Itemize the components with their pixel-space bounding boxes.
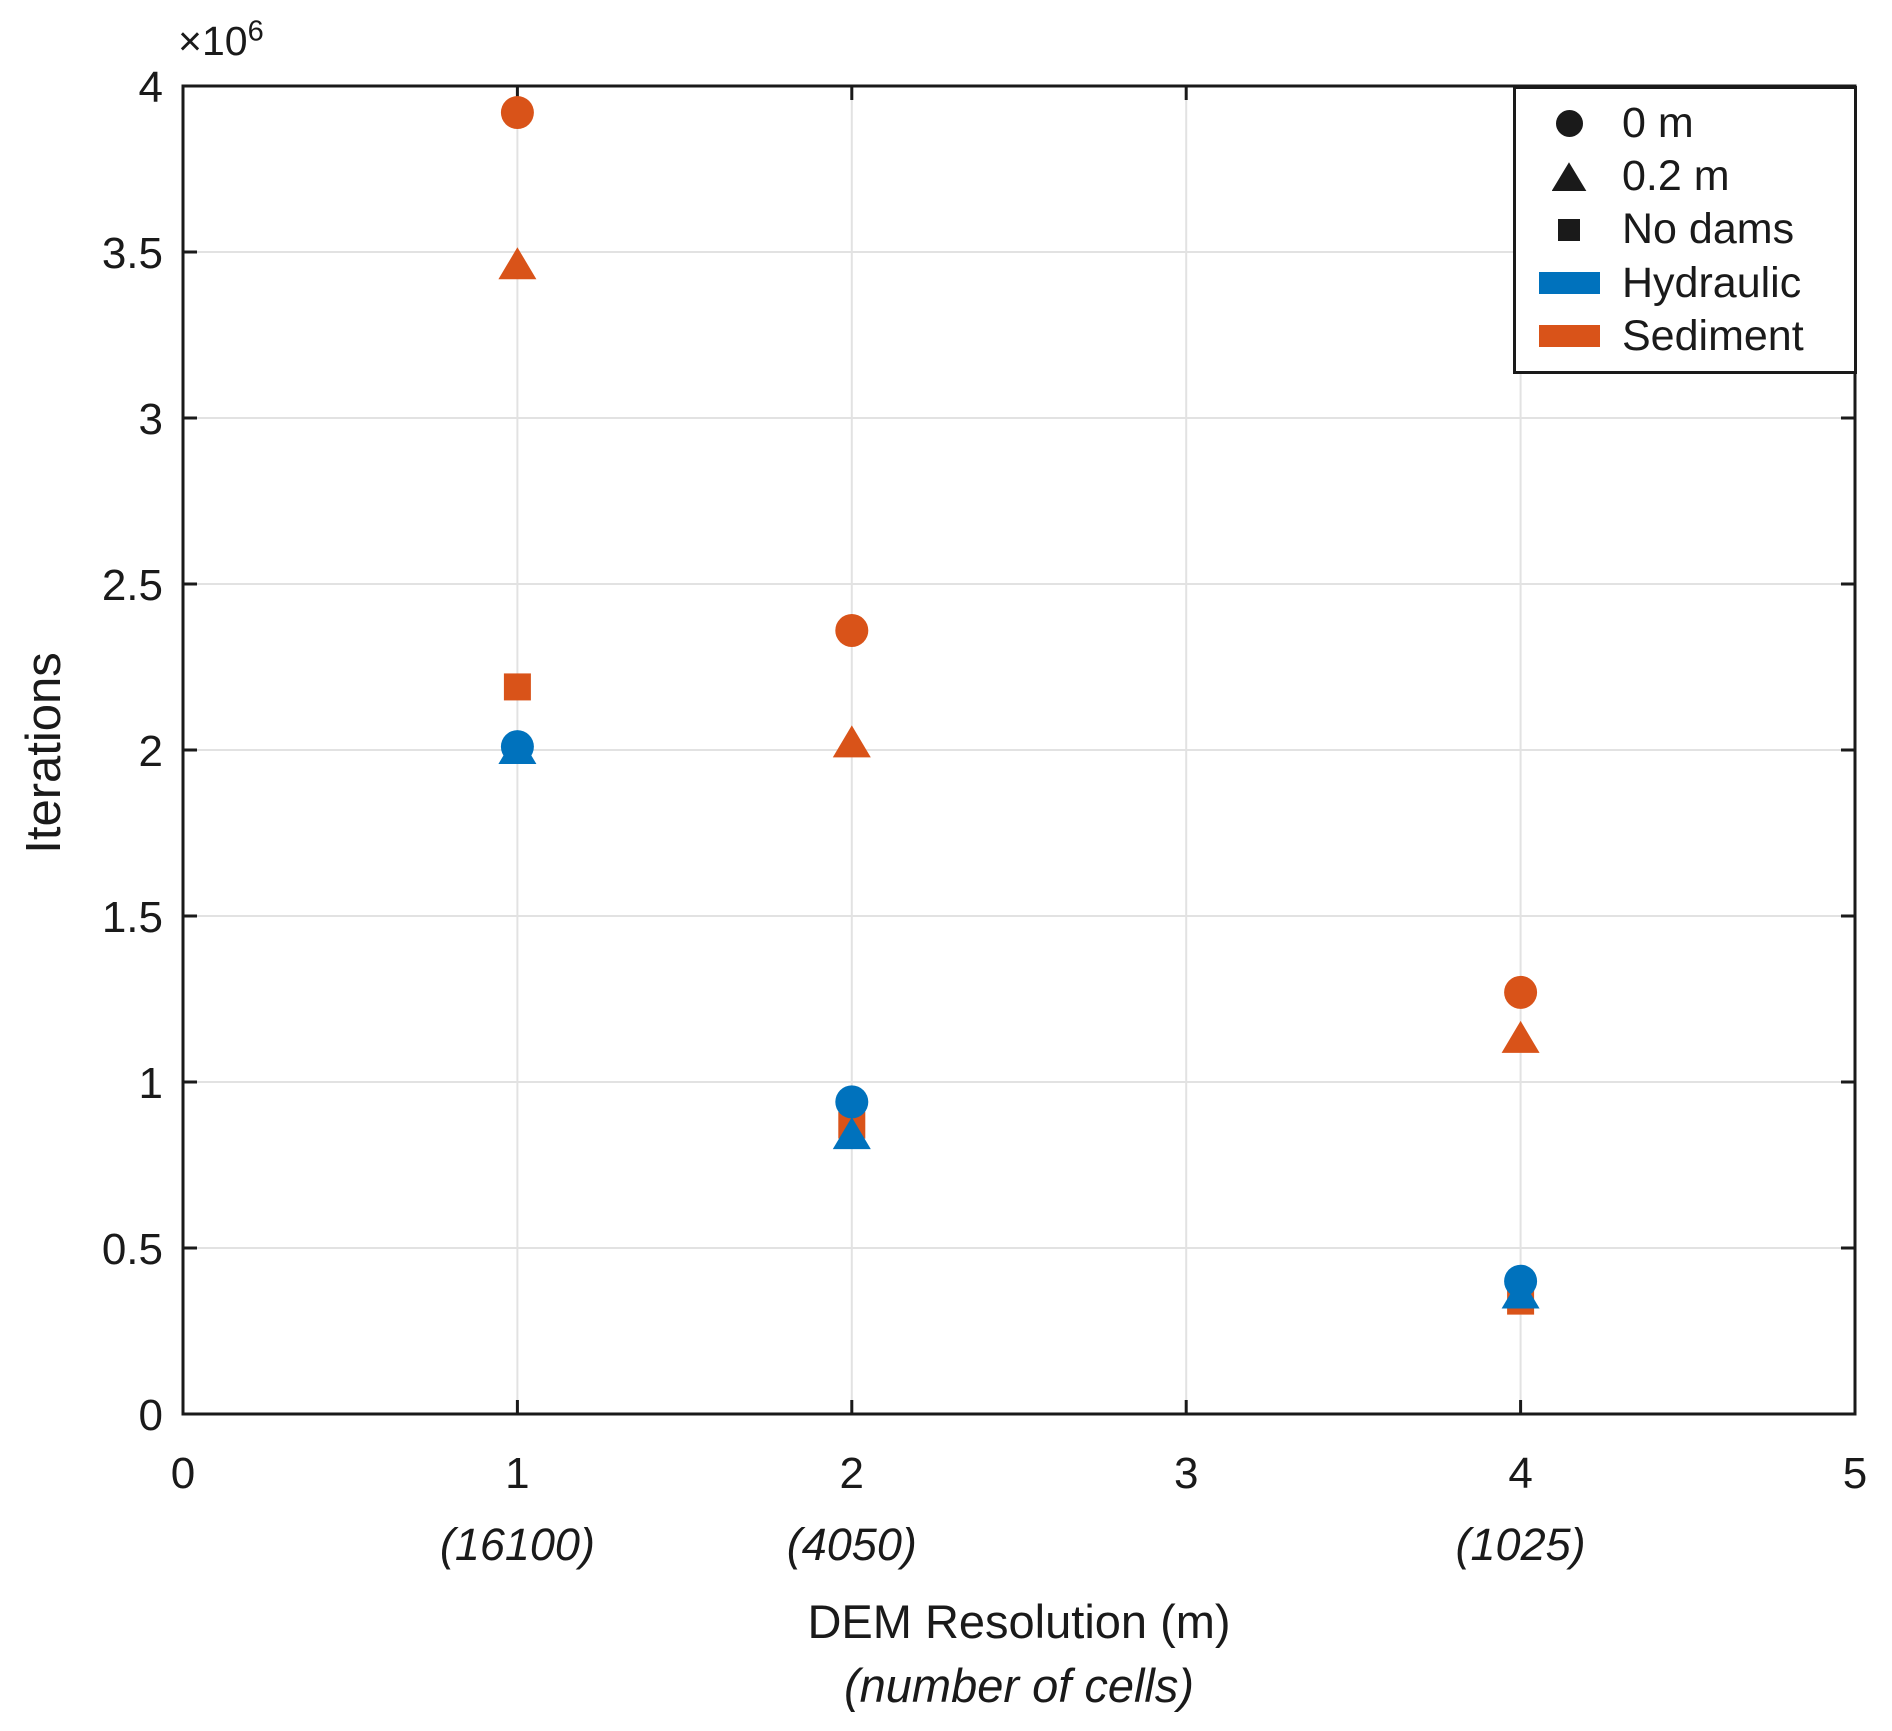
- y-axis-exponent-power: 6: [247, 15, 264, 48]
- x-cell-count-label: (16100): [440, 1519, 595, 1570]
- square-marker-icon: [1558, 218, 1580, 241]
- data-point-sediment-triangle: [498, 247, 537, 280]
- x-cell-count-label: (1025): [1456, 1519, 1586, 1570]
- y-tick-label: 4: [139, 63, 163, 112]
- y-tick-label: 2.5: [102, 561, 163, 610]
- data-point-hydraulic-circle: [1504, 1264, 1538, 1298]
- data-point-sediment-circle: [1504, 975, 1538, 1009]
- x-tick-label: 1: [505, 1449, 529, 1498]
- x-tick-label: 3: [1174, 1449, 1198, 1498]
- legend-label: Hydraulic: [1622, 258, 1802, 307]
- y-tick-label: 3.5: [102, 229, 163, 278]
- y-tick-label: 2: [139, 727, 163, 776]
- x-tick-label: 5: [1843, 1449, 1867, 1498]
- legend-marker-cell: [1516, 325, 1622, 348]
- legend-item-0m: 0 m: [1516, 102, 1854, 145]
- data-point-hydraulic-triangle: [832, 1117, 871, 1150]
- data-point-sediment-triangle: [832, 725, 871, 758]
- sediment-color-swatch-icon: [1538, 325, 1600, 348]
- legend-label: No dams: [1622, 205, 1795, 254]
- data-point-sediment-circle: [500, 96, 534, 130]
- legend-marker-cell: [1516, 272, 1622, 295]
- y-tick-label: 3: [139, 395, 163, 444]
- y-axis-title: Iterations: [17, 652, 71, 854]
- legend-marker-cell: [1516, 162, 1622, 192]
- x-tick-label: 2: [840, 1449, 864, 1498]
- x-axis-subtitle: (number of cells): [844, 1659, 1194, 1712]
- legend-marker-cell: [1516, 218, 1622, 241]
- legend-label: 0.2 m: [1622, 152, 1730, 201]
- circle-marker-icon: [1555, 110, 1583, 138]
- data-point-sediment-triangle: [1501, 1020, 1540, 1053]
- legend-item-no-dams: No dams: [1516, 208, 1854, 251]
- y-axis-exponent-base: ×10: [178, 18, 248, 64]
- x-cell-count-label: (4050): [787, 1519, 917, 1570]
- legend: 0 m 0.2 m No dams Hydraulic Sediment: [1513, 86, 1857, 374]
- y-axis-exponent-label: ×106: [178, 15, 264, 65]
- hydraulic-color-swatch-icon: [1538, 272, 1600, 295]
- legend-item-02m: 0.2 m: [1516, 155, 1854, 198]
- legend-item-sediment: Sediment: [1516, 311, 1854, 360]
- y-tick-label: 0.5: [102, 1225, 163, 1274]
- legend-label: 0 m: [1622, 99, 1694, 148]
- data-point-hydraulic-circle: [835, 1085, 869, 1119]
- data-point-hydraulic-circle: [500, 730, 534, 764]
- triangle-marker-icon: [1551, 162, 1587, 192]
- data-point-sediment-square: [503, 673, 531, 701]
- x-axis-title: DEM Resolution (m): [807, 1595, 1231, 1648]
- x-tick-label: 0: [171, 1449, 195, 1498]
- y-tick-label: 1.5: [102, 893, 163, 942]
- y-tick-label: 1: [139, 1059, 163, 1108]
- data-point-sediment-circle: [835, 613, 869, 647]
- legend-item-hydraulic: Hydraulic: [1516, 258, 1854, 307]
- legend-marker-cell: [1516, 110, 1622, 138]
- legend-label: Sediment: [1622, 311, 1804, 360]
- x-tick-label: 4: [1508, 1449, 1532, 1498]
- y-tick-label: 0: [139, 1391, 163, 1440]
